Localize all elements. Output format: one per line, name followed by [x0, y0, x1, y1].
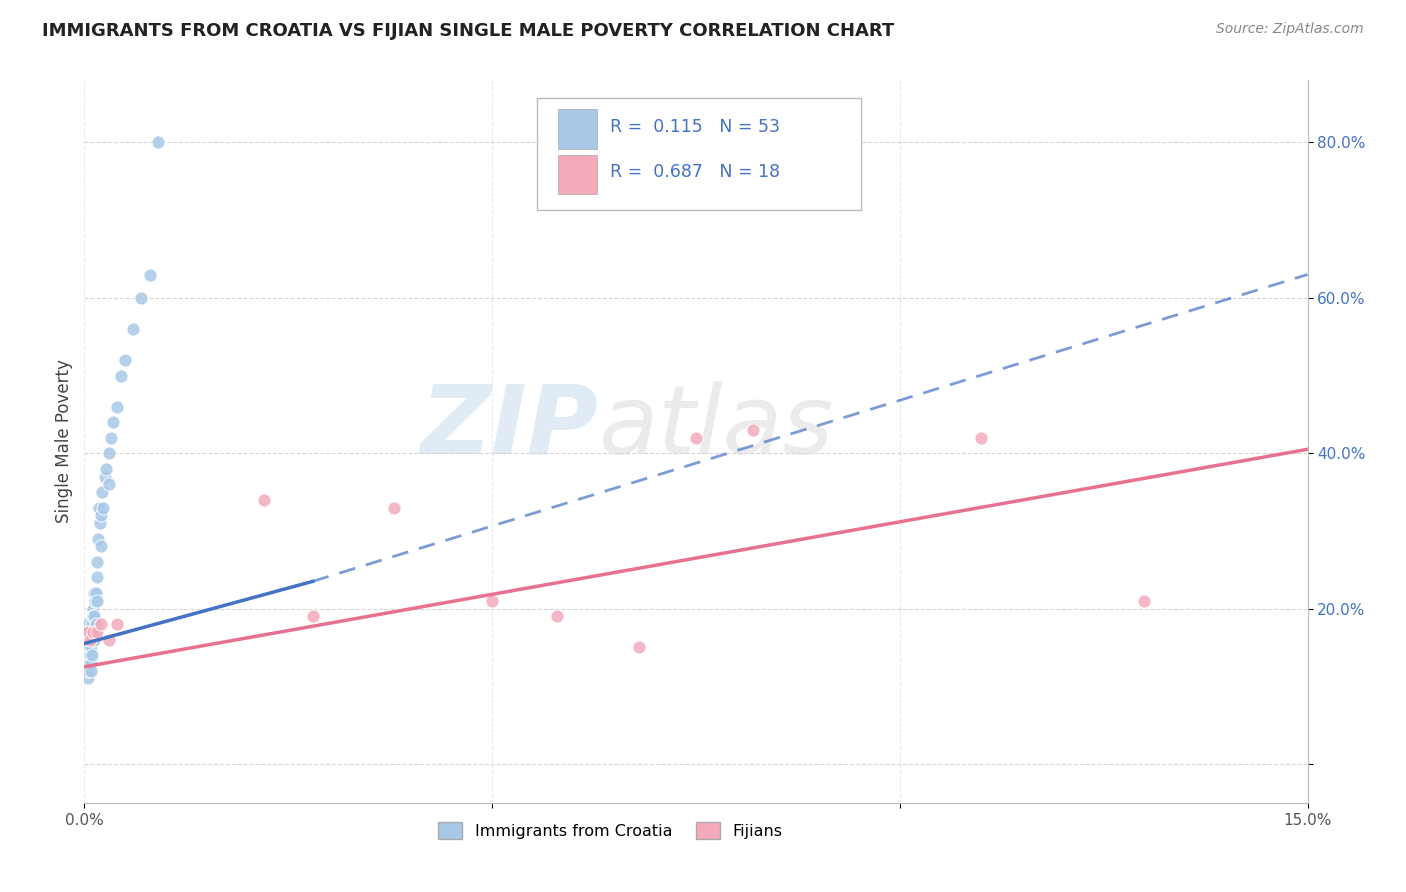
Point	[77, 664, 100, 678]
Point	[101, 415, 124, 429]
Point	[105, 400, 128, 414]
Point	[77, 640, 100, 655]
Point	[91, 485, 114, 500]
Point	[90, 508, 112, 523]
Point	[82, 624, 104, 639]
Point	[80, 664, 103, 678]
Point	[86, 570, 108, 584]
Point	[114, 353, 136, 368]
Point	[546, 609, 568, 624]
Point	[77, 648, 100, 663]
Text: Source: ZipAtlas.com: Source: ZipAtlas.com	[1216, 22, 1364, 37]
Point	[100, 431, 122, 445]
Text: R =  0.115   N = 53: R = 0.115 N = 53	[610, 118, 780, 136]
FancyBboxPatch shape	[558, 154, 598, 194]
Point	[97, 632, 120, 647]
Point	[76, 672, 98, 686]
Point	[122, 322, 145, 336]
Point	[84, 624, 107, 639]
Point	[253, 492, 276, 507]
Point	[79, 632, 101, 647]
Point	[79, 632, 101, 647]
Point	[146, 136, 169, 150]
Point	[742, 423, 765, 437]
Point	[97, 446, 120, 460]
Point	[83, 586, 105, 600]
Point	[80, 640, 103, 655]
Point	[76, 632, 98, 647]
Point	[77, 656, 100, 670]
Point	[82, 609, 104, 624]
Point	[80, 656, 103, 670]
Point	[93, 469, 115, 483]
Point	[110, 368, 132, 383]
FancyBboxPatch shape	[537, 98, 860, 211]
Point	[84, 586, 107, 600]
Point	[91, 500, 114, 515]
FancyBboxPatch shape	[558, 109, 598, 149]
Point	[80, 648, 103, 663]
Point	[83, 609, 105, 624]
Text: atlas: atlas	[598, 381, 834, 474]
Point	[97, 477, 120, 491]
Point	[1133, 594, 1156, 608]
Point	[79, 648, 101, 663]
Text: IMMIGRANTS FROM CROATIA VS FIJIAN SINGLE MALE POVERTY CORRELATION CHART: IMMIGRANTS FROM CROATIA VS FIJIAN SINGLE…	[42, 22, 894, 40]
Text: ZIP: ZIP	[420, 381, 598, 474]
Point	[76, 648, 98, 663]
Text: R =  0.687   N = 18: R = 0.687 N = 18	[610, 163, 780, 181]
Point	[82, 601, 104, 615]
Point	[970, 431, 993, 445]
Point	[86, 624, 108, 639]
Point	[76, 624, 98, 639]
Point	[82, 632, 104, 647]
Point	[138, 268, 160, 282]
Point	[131, 291, 153, 305]
Point	[83, 632, 105, 647]
Point	[87, 500, 110, 515]
Point	[84, 617, 107, 632]
Point	[86, 594, 108, 608]
Point	[96, 461, 118, 475]
Y-axis label: Single Male Poverty: Single Male Poverty	[55, 359, 73, 524]
Point	[80, 617, 103, 632]
Point	[481, 594, 503, 608]
Point	[84, 594, 107, 608]
Point	[79, 624, 101, 639]
Point	[627, 640, 650, 655]
Point	[77, 632, 100, 647]
Legend: Immigrants from Croatia, Fijians: Immigrants from Croatia, Fijians	[432, 816, 789, 846]
Point	[90, 617, 112, 632]
Point	[77, 624, 100, 639]
Point	[76, 640, 98, 655]
Point	[685, 431, 707, 445]
Point	[301, 609, 323, 624]
Point	[90, 540, 112, 554]
Point	[77, 617, 100, 632]
Point	[86, 555, 108, 569]
Point	[105, 617, 128, 632]
Point	[76, 664, 98, 678]
Point	[87, 532, 110, 546]
Point	[382, 500, 405, 515]
Point	[89, 516, 111, 530]
Point	[77, 624, 100, 639]
